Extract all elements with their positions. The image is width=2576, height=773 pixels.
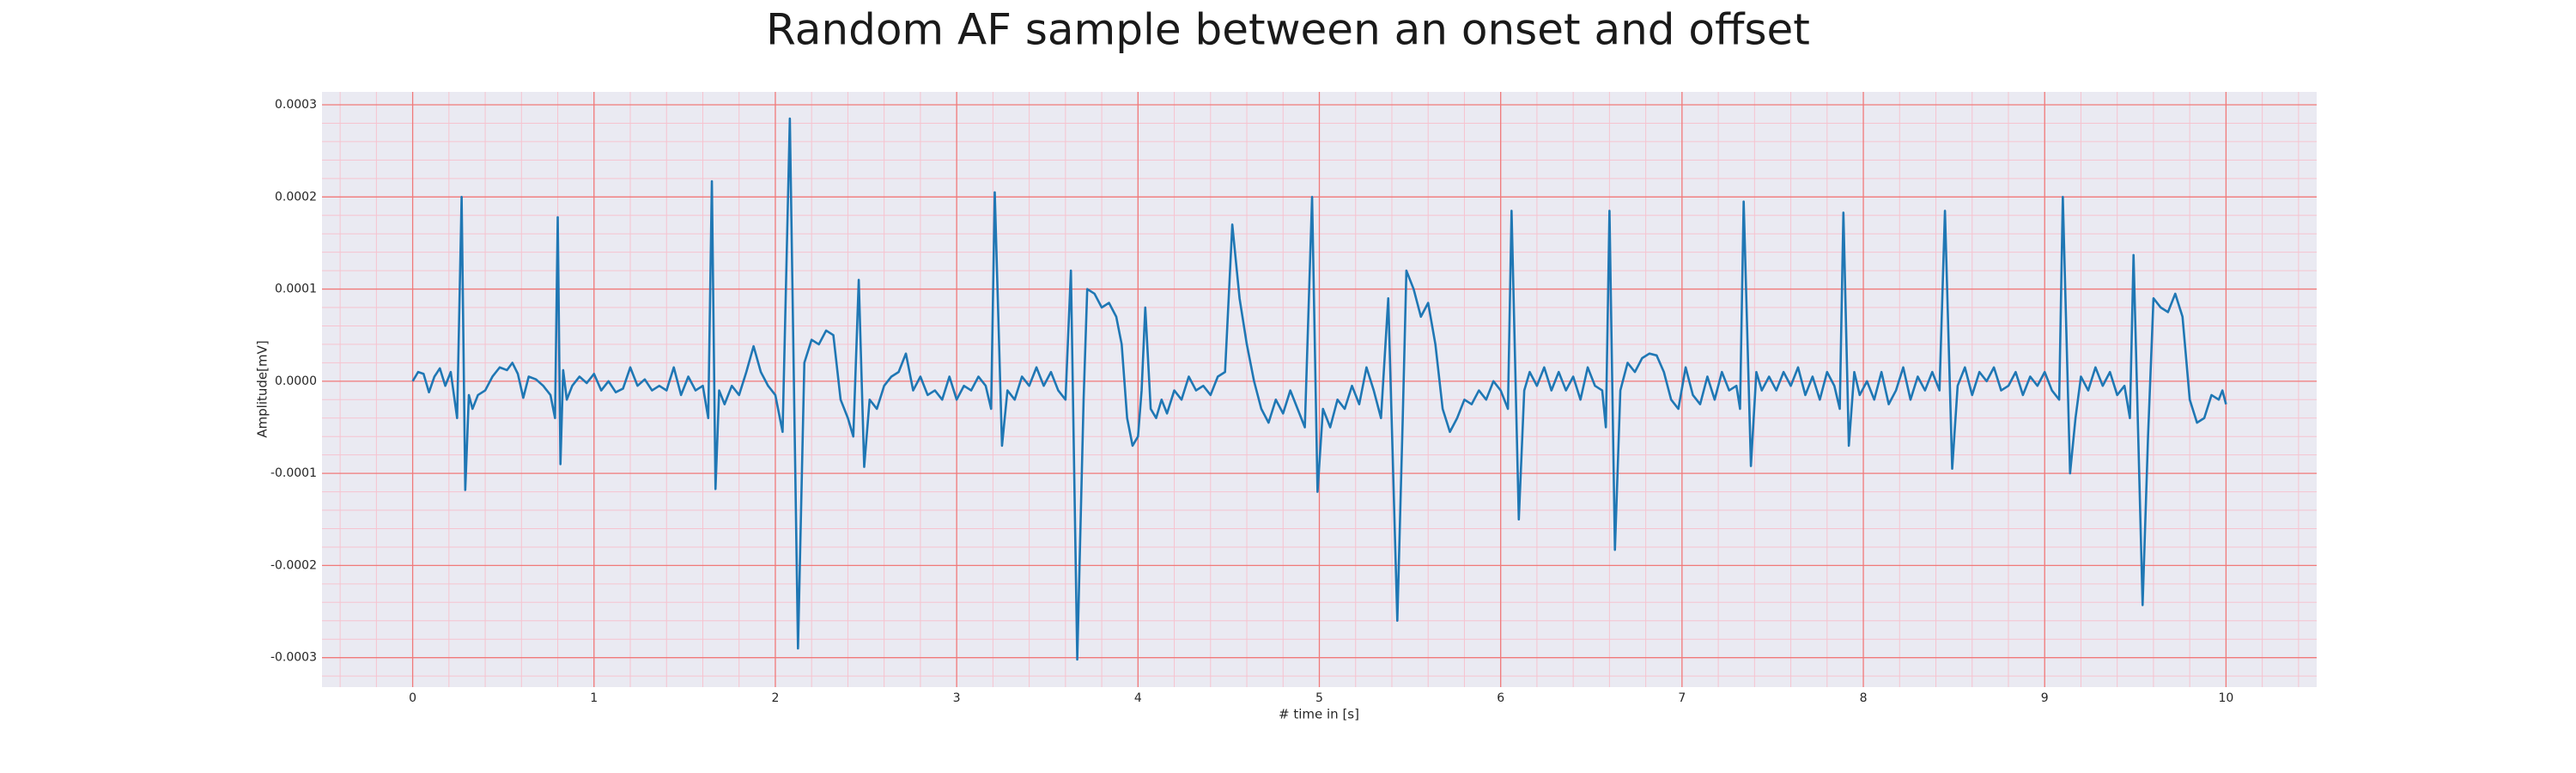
x-tick-label: 1 xyxy=(590,691,598,705)
y-tick-label: -0.0001 xyxy=(270,466,317,480)
x-tick-label: 5 xyxy=(1315,691,1323,705)
y-axis-label: Amplitude[mV] xyxy=(255,340,270,437)
y-tick-label: -0.0003 xyxy=(270,651,317,665)
y-tick-label: -0.0002 xyxy=(270,558,317,572)
signal-line xyxy=(411,117,2227,661)
y-tick-label: 0.0000 xyxy=(275,374,317,388)
x-tick-label: 10 xyxy=(2218,691,2233,705)
x-tick-label: 2 xyxy=(771,691,779,705)
y-tick-label: 0.0003 xyxy=(275,98,317,112)
x-tick-label: 9 xyxy=(2041,691,2049,705)
x-axis-label: # time in [s] xyxy=(1279,707,1359,722)
y-tick-label: 0.0001 xyxy=(275,283,317,296)
y-tick-label: 0.0002 xyxy=(275,190,317,204)
x-tick-label: 6 xyxy=(1497,691,1504,705)
x-tick-label: 0 xyxy=(409,691,416,705)
chart-title: Random AF sample between an onset and of… xyxy=(766,5,1810,55)
x-tick-label: 4 xyxy=(1134,691,1142,705)
x-tick-label: 8 xyxy=(1860,691,1868,705)
x-tick-label: 3 xyxy=(953,691,961,705)
x-tick-label: 7 xyxy=(1678,691,1686,705)
